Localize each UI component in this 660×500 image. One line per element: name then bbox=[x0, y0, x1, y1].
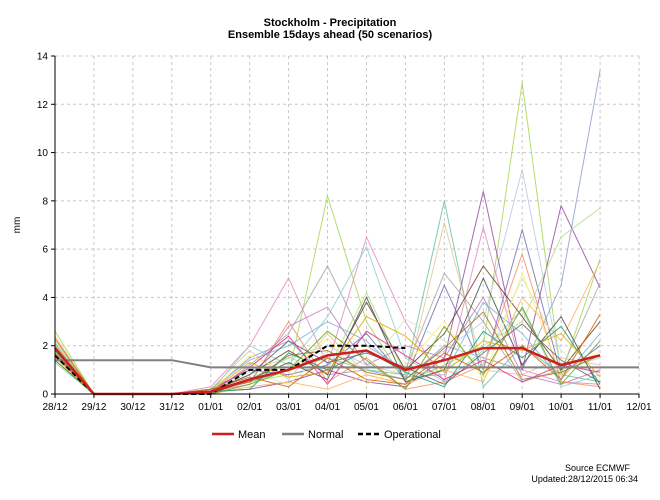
x-tick-label-8: 05/01 bbox=[354, 402, 379, 413]
chart-subtitle: Ensemble 15days ahead (50 scenarios) bbox=[228, 29, 433, 41]
y-tick-label-5: 10 bbox=[37, 148, 49, 159]
y-tick-label-6: 12 bbox=[37, 100, 49, 111]
y-tick-label-7: 14 bbox=[37, 52, 49, 63]
legend-label-operational: Operational bbox=[384, 429, 441, 441]
x-tick-label-4: 01/01 bbox=[198, 402, 223, 413]
x-tick-labels: 28/12 29/12 30/12 31/12 01/01 02/01 03/01 04/01… bbox=[42, 402, 651, 413]
y-axis-label: mm bbox=[12, 217, 23, 234]
y-tick-label-3: 6 bbox=[42, 245, 48, 256]
y-tick-label-2: 4 bbox=[42, 293, 48, 304]
legend-item-mean: Mean bbox=[212, 429, 266, 441]
x-tick-label-6: 03/01 bbox=[276, 402, 301, 413]
updated-label: Updated:28/12/2015 06:34 bbox=[531, 474, 638, 484]
axes bbox=[51, 55, 640, 398]
y-tick-label-0: 0 bbox=[42, 390, 48, 401]
legend-item-operational: Operational bbox=[358, 429, 441, 441]
legend: Mean Normal Operational bbox=[212, 429, 441, 441]
x-tick-label-15: 12/01 bbox=[626, 402, 651, 413]
x-tick-label-13: 10/01 bbox=[549, 402, 574, 413]
chart-title: Stockholm - Precipitation bbox=[264, 17, 397, 29]
x-tick-label-10: 07/01 bbox=[432, 402, 457, 413]
x-tick-label-14: 11/01 bbox=[588, 402, 613, 413]
y-tick-label-4: 8 bbox=[42, 196, 48, 207]
x-tick-label-7: 04/01 bbox=[315, 402, 340, 413]
x-tick-label-11: 08/01 bbox=[471, 402, 496, 413]
legend-label-normal: Normal bbox=[308, 429, 343, 441]
grid-lines bbox=[55, 55, 640, 394]
x-tick-label-3: 31/12 bbox=[159, 402, 184, 413]
x-tick-label-0: 28/12 bbox=[42, 402, 67, 413]
x-tick-label-12: 09/01 bbox=[510, 402, 535, 413]
normal-series-line bbox=[55, 359, 639, 369]
y-tick-label-1: 2 bbox=[42, 341, 48, 352]
x-tick-label-9: 06/01 bbox=[393, 402, 418, 413]
source-label: Source ECMWF bbox=[565, 463, 631, 473]
legend-label-mean: Mean bbox=[238, 429, 266, 441]
legend-item-normal: Normal bbox=[282, 429, 343, 441]
x-tick-label-2: 30/12 bbox=[120, 402, 145, 413]
x-tick-label-5: 02/01 bbox=[237, 402, 262, 413]
y-tick-labels: 0 2 4 6 8 10 12 14 bbox=[37, 52, 49, 401]
x-tick-label-1: 29/12 bbox=[81, 402, 106, 413]
